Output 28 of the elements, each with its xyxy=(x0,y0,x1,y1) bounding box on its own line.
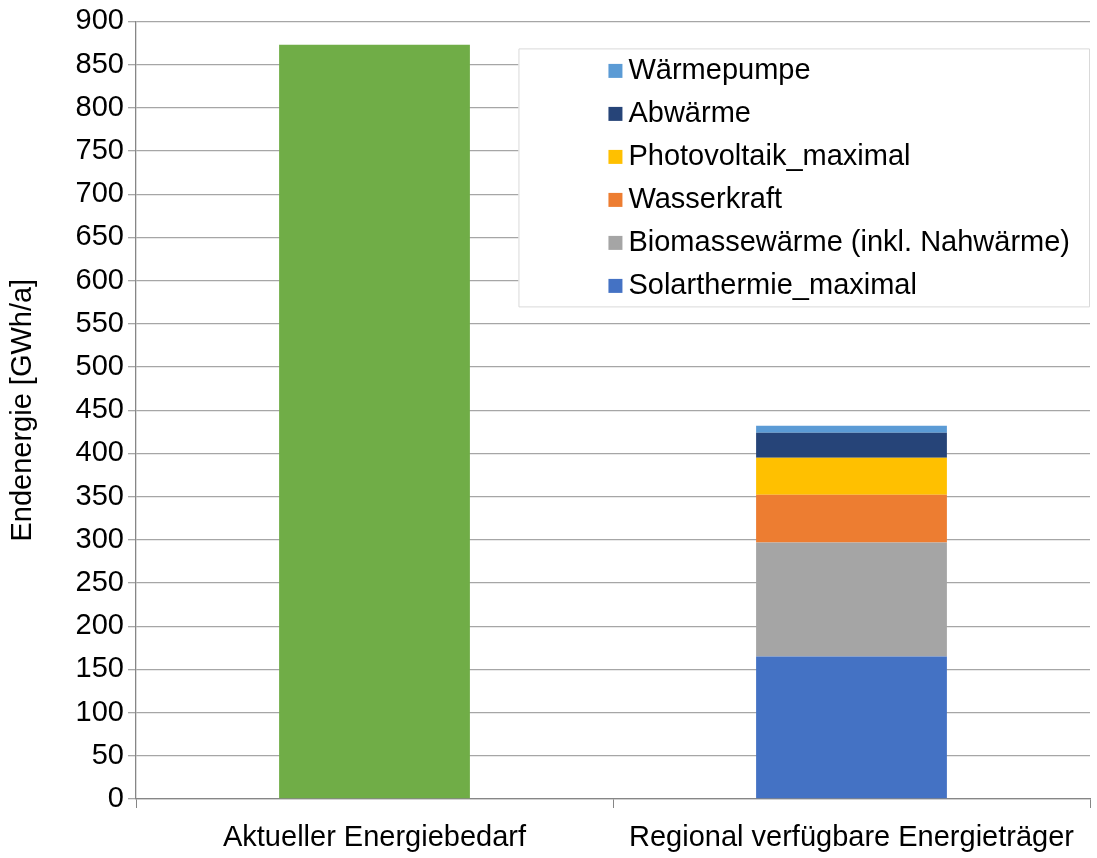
y-tick-label: 250 xyxy=(75,565,124,597)
y-tick-label: 50 xyxy=(91,737,124,770)
legend-label: Biomassewärme (inkl. Nahwärme) xyxy=(628,224,1071,257)
y-tick-label: 350 xyxy=(75,478,124,511)
legend-label: Wärmepumpe xyxy=(628,52,811,85)
y-tick-label: 700 xyxy=(75,176,124,209)
y-tick-label: 850 xyxy=(75,46,124,79)
y-tick-label: 400 xyxy=(75,435,124,468)
y-tick-label: 300 xyxy=(75,521,124,554)
y-tick-label: 500 xyxy=(75,349,124,381)
y-axis-title: Endenergie [GWh/a] xyxy=(5,278,38,542)
legend-label: Solarthermie_maximal xyxy=(628,267,917,300)
y-tick-label: 800 xyxy=(75,89,124,122)
legend-label: Abwärme xyxy=(628,95,751,128)
y-tick-label: 900 xyxy=(75,3,124,36)
x-tick-label: Aktueller Energiebedarf xyxy=(222,820,527,853)
y-tick-label: 150 xyxy=(75,651,124,684)
y-tick-label: 550 xyxy=(75,305,124,338)
legend-label: Wasserkraft xyxy=(628,181,783,214)
y-tick-label: 450 xyxy=(75,392,124,425)
y-tick-label: 650 xyxy=(75,219,124,252)
x-tick-label: Regional verfügbare Energieträger xyxy=(629,820,1075,853)
y-tick-label: 600 xyxy=(75,262,124,295)
y-tick-label: 100 xyxy=(75,694,124,727)
y-tick-label: 0 xyxy=(107,781,124,813)
legend-label: Photovoltaik_maximal xyxy=(628,138,911,171)
y-tick-label: 750 xyxy=(75,133,124,165)
y-tick-label: 200 xyxy=(75,608,124,641)
